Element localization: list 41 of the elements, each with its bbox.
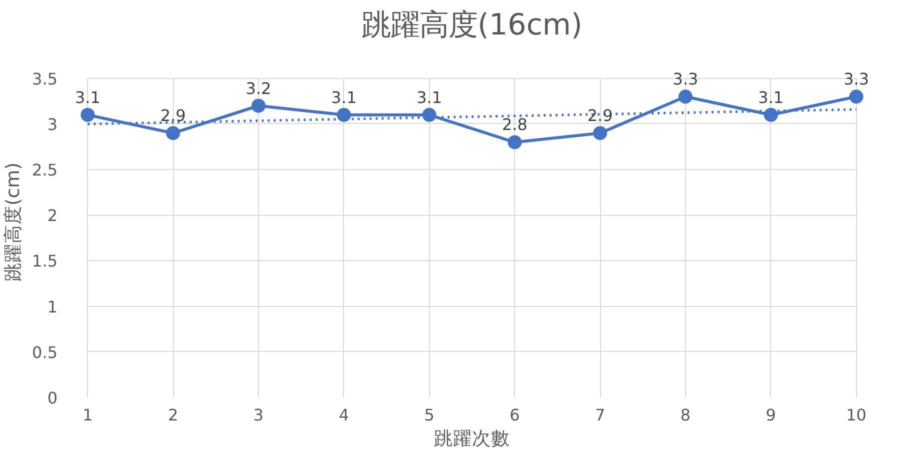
point [508, 135, 522, 150]
point [422, 108, 436, 122]
x-tick-label: 4 [338, 406, 349, 424]
y-axis-title: 跳躍高度(cm) [2, 162, 24, 282]
x-axis-title: 跳躍次數 [434, 428, 510, 450]
data-label: 3.1 [416, 88, 442, 107]
x-tick-label: 7 [595, 406, 606, 424]
point [678, 90, 692, 104]
point [80, 108, 95, 122]
point [336, 108, 351, 122]
data-label: 3.3 [672, 70, 698, 89]
chart-title: 跳躍高度(16cm) [362, 8, 582, 42]
y-tick-label: 1.5 [32, 252, 58, 271]
data-label: 2.8 [502, 115, 528, 134]
data-label: 2.9 [587, 106, 613, 126]
x-tick-label: 6 [510, 406, 520, 424]
y-tick-label: 0 [47, 388, 58, 408]
y-tick-label: 1 [47, 297, 58, 316]
x-tick-label: 9 [766, 406, 776, 424]
x-tick-label: 5 [424, 406, 434, 424]
point [764, 108, 778, 122]
data-label: 3.1 [758, 88, 784, 107]
point [166, 126, 180, 140]
point [252, 98, 266, 113]
x-tick-label: 3 [253, 406, 264, 424]
data-label: 3.1 [74, 88, 100, 107]
data-label: 3.3 [844, 70, 870, 89]
point [593, 126, 608, 140]
data-label: 3.2 [246, 78, 272, 98]
data-label: 3.1 [331, 88, 357, 107]
x-tick-label: 2 [168, 406, 178, 424]
x-tick-label: 1 [82, 406, 93, 424]
y-tick-label: 3 [47, 114, 58, 134]
y-tick-label: 3.5 [32, 69, 58, 88]
data-label: 2.9 [160, 106, 186, 126]
x-tick-label: 10 [846, 406, 866, 424]
point [849, 90, 864, 104]
y-tick-label: 0.5 [32, 342, 58, 362]
y-tick-label: 2.5 [32, 160, 58, 180]
y-tick-label: 2 [47, 206, 58, 226]
x-tick-label: 8 [680, 406, 691, 424]
